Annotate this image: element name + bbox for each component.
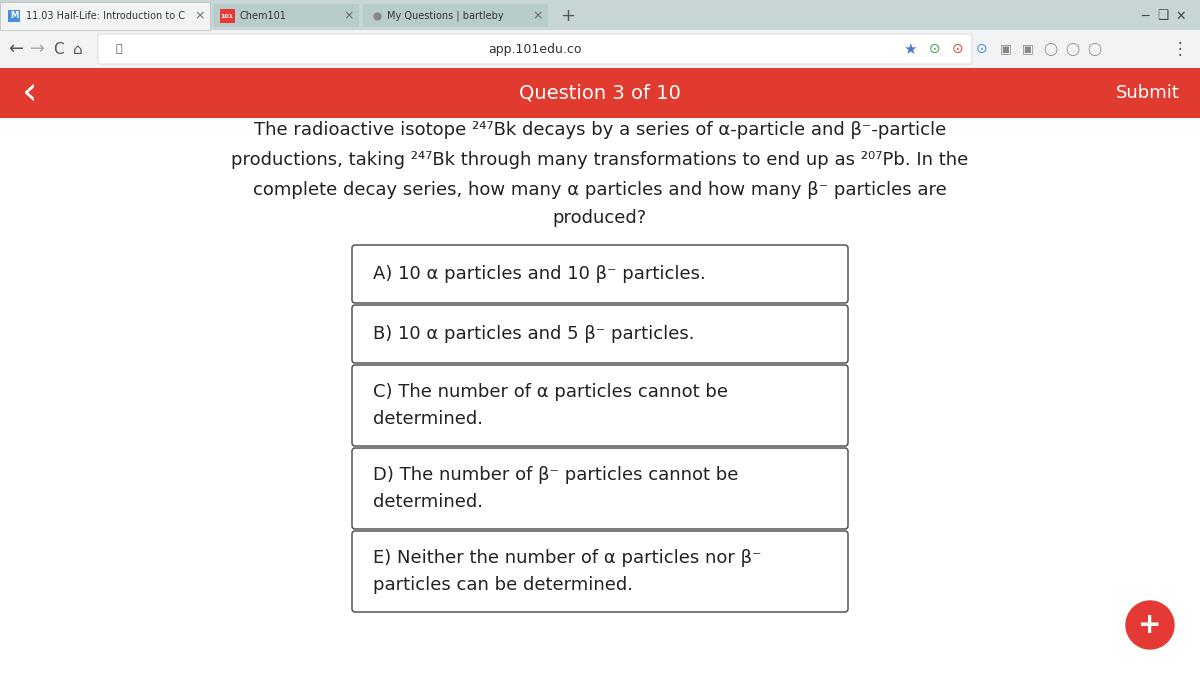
Text: M: M (10, 11, 18, 20)
Text: ▣: ▣ (1000, 43, 1012, 55)
Bar (220, 9, 235, 23)
Text: E) Neither the number of α particles nor β⁻: E) Neither the number of α particles nor… (373, 549, 762, 567)
Text: ◯: ◯ (1087, 43, 1102, 55)
Text: A) 10 α particles and 10 β⁻ particles.: A) 10 α particles and 10 β⁻ particles. (373, 265, 706, 283)
Bar (0, 30, 1200, 68)
Text: ▣: ▣ (1022, 43, 1034, 55)
Text: ─: ─ (1141, 9, 1148, 22)
Text: →: → (30, 40, 46, 58)
Text: Submit: Submit (1116, 84, 1180, 102)
Text: +: + (560, 7, 576, 25)
FancyBboxPatch shape (352, 448, 848, 529)
Text: The radioactive isotope ²⁴⁷Bk decays by a series of α-particle and β⁻-particle: The radioactive isotope ²⁴⁷Bk decays by … (254, 121, 946, 139)
Text: ★: ★ (904, 41, 917, 57)
Text: ✕: ✕ (1176, 9, 1187, 22)
Text: 11.03 Half-Life: Introduction to C: 11.03 Half-Life: Introduction to C (26, 11, 185, 21)
Text: determined.: determined. (373, 493, 482, 511)
Text: ⊙: ⊙ (929, 42, 941, 56)
Bar (364, 4, 548, 27)
Text: ←: ← (8, 40, 24, 58)
Bar (8, 10, 20, 22)
Text: complete decay series, how many α particles and how many β⁻ particles are: complete decay series, how many α partic… (253, 181, 947, 199)
Text: My Questions | bartleby: My Questions | bartleby (386, 11, 504, 21)
Text: Question 3 of 10: Question 3 of 10 (520, 84, 680, 103)
Circle shape (1126, 601, 1174, 649)
Text: ◯: ◯ (1066, 43, 1079, 55)
Text: ❑: ❑ (1157, 9, 1169, 22)
Text: 101: 101 (221, 14, 234, 18)
Bar (214, 4, 359, 27)
Text: determined.: determined. (373, 410, 482, 428)
FancyBboxPatch shape (352, 245, 848, 303)
Text: ×: × (533, 9, 544, 22)
Bar (0, 118, 1200, 675)
Bar (0, 0, 1200, 30)
Text: ‹: ‹ (23, 74, 37, 112)
FancyBboxPatch shape (98, 34, 972, 64)
Text: ⌂: ⌂ (73, 41, 83, 57)
Text: D) The number of β⁻ particles cannot be: D) The number of β⁻ particles cannot be (373, 466, 738, 484)
Text: C: C (53, 41, 64, 57)
FancyBboxPatch shape (352, 365, 848, 446)
Text: ◯: ◯ (1043, 43, 1057, 55)
Text: B) 10 α particles and 5 β⁻ particles.: B) 10 α particles and 5 β⁻ particles. (373, 325, 695, 343)
Text: ⋮: ⋮ (1171, 40, 1188, 58)
FancyBboxPatch shape (352, 531, 848, 612)
Text: particles can be determined.: particles can be determined. (373, 576, 634, 594)
FancyBboxPatch shape (352, 305, 848, 363)
Bar (0, 2, 210, 30)
Text: C) The number of α particles cannot be: C) The number of α particles cannot be (373, 383, 728, 401)
Text: 🔒: 🔒 (116, 44, 122, 54)
Text: ×: × (343, 9, 354, 22)
Text: ⊙: ⊙ (952, 42, 964, 56)
Text: Chem101: Chem101 (240, 11, 287, 21)
Text: productions, taking ²⁴⁷Bk through many transformations to end up as ²⁰⁷Pb. In th: productions, taking ²⁴⁷Bk through many t… (232, 151, 968, 169)
Bar (0, 68, 1200, 118)
Text: ×: × (194, 9, 205, 22)
Text: ⊙: ⊙ (976, 42, 988, 56)
Text: app.101edu.co: app.101edu.co (488, 43, 582, 55)
Text: +: + (1139, 611, 1162, 639)
Text: produced?: produced? (553, 209, 647, 227)
